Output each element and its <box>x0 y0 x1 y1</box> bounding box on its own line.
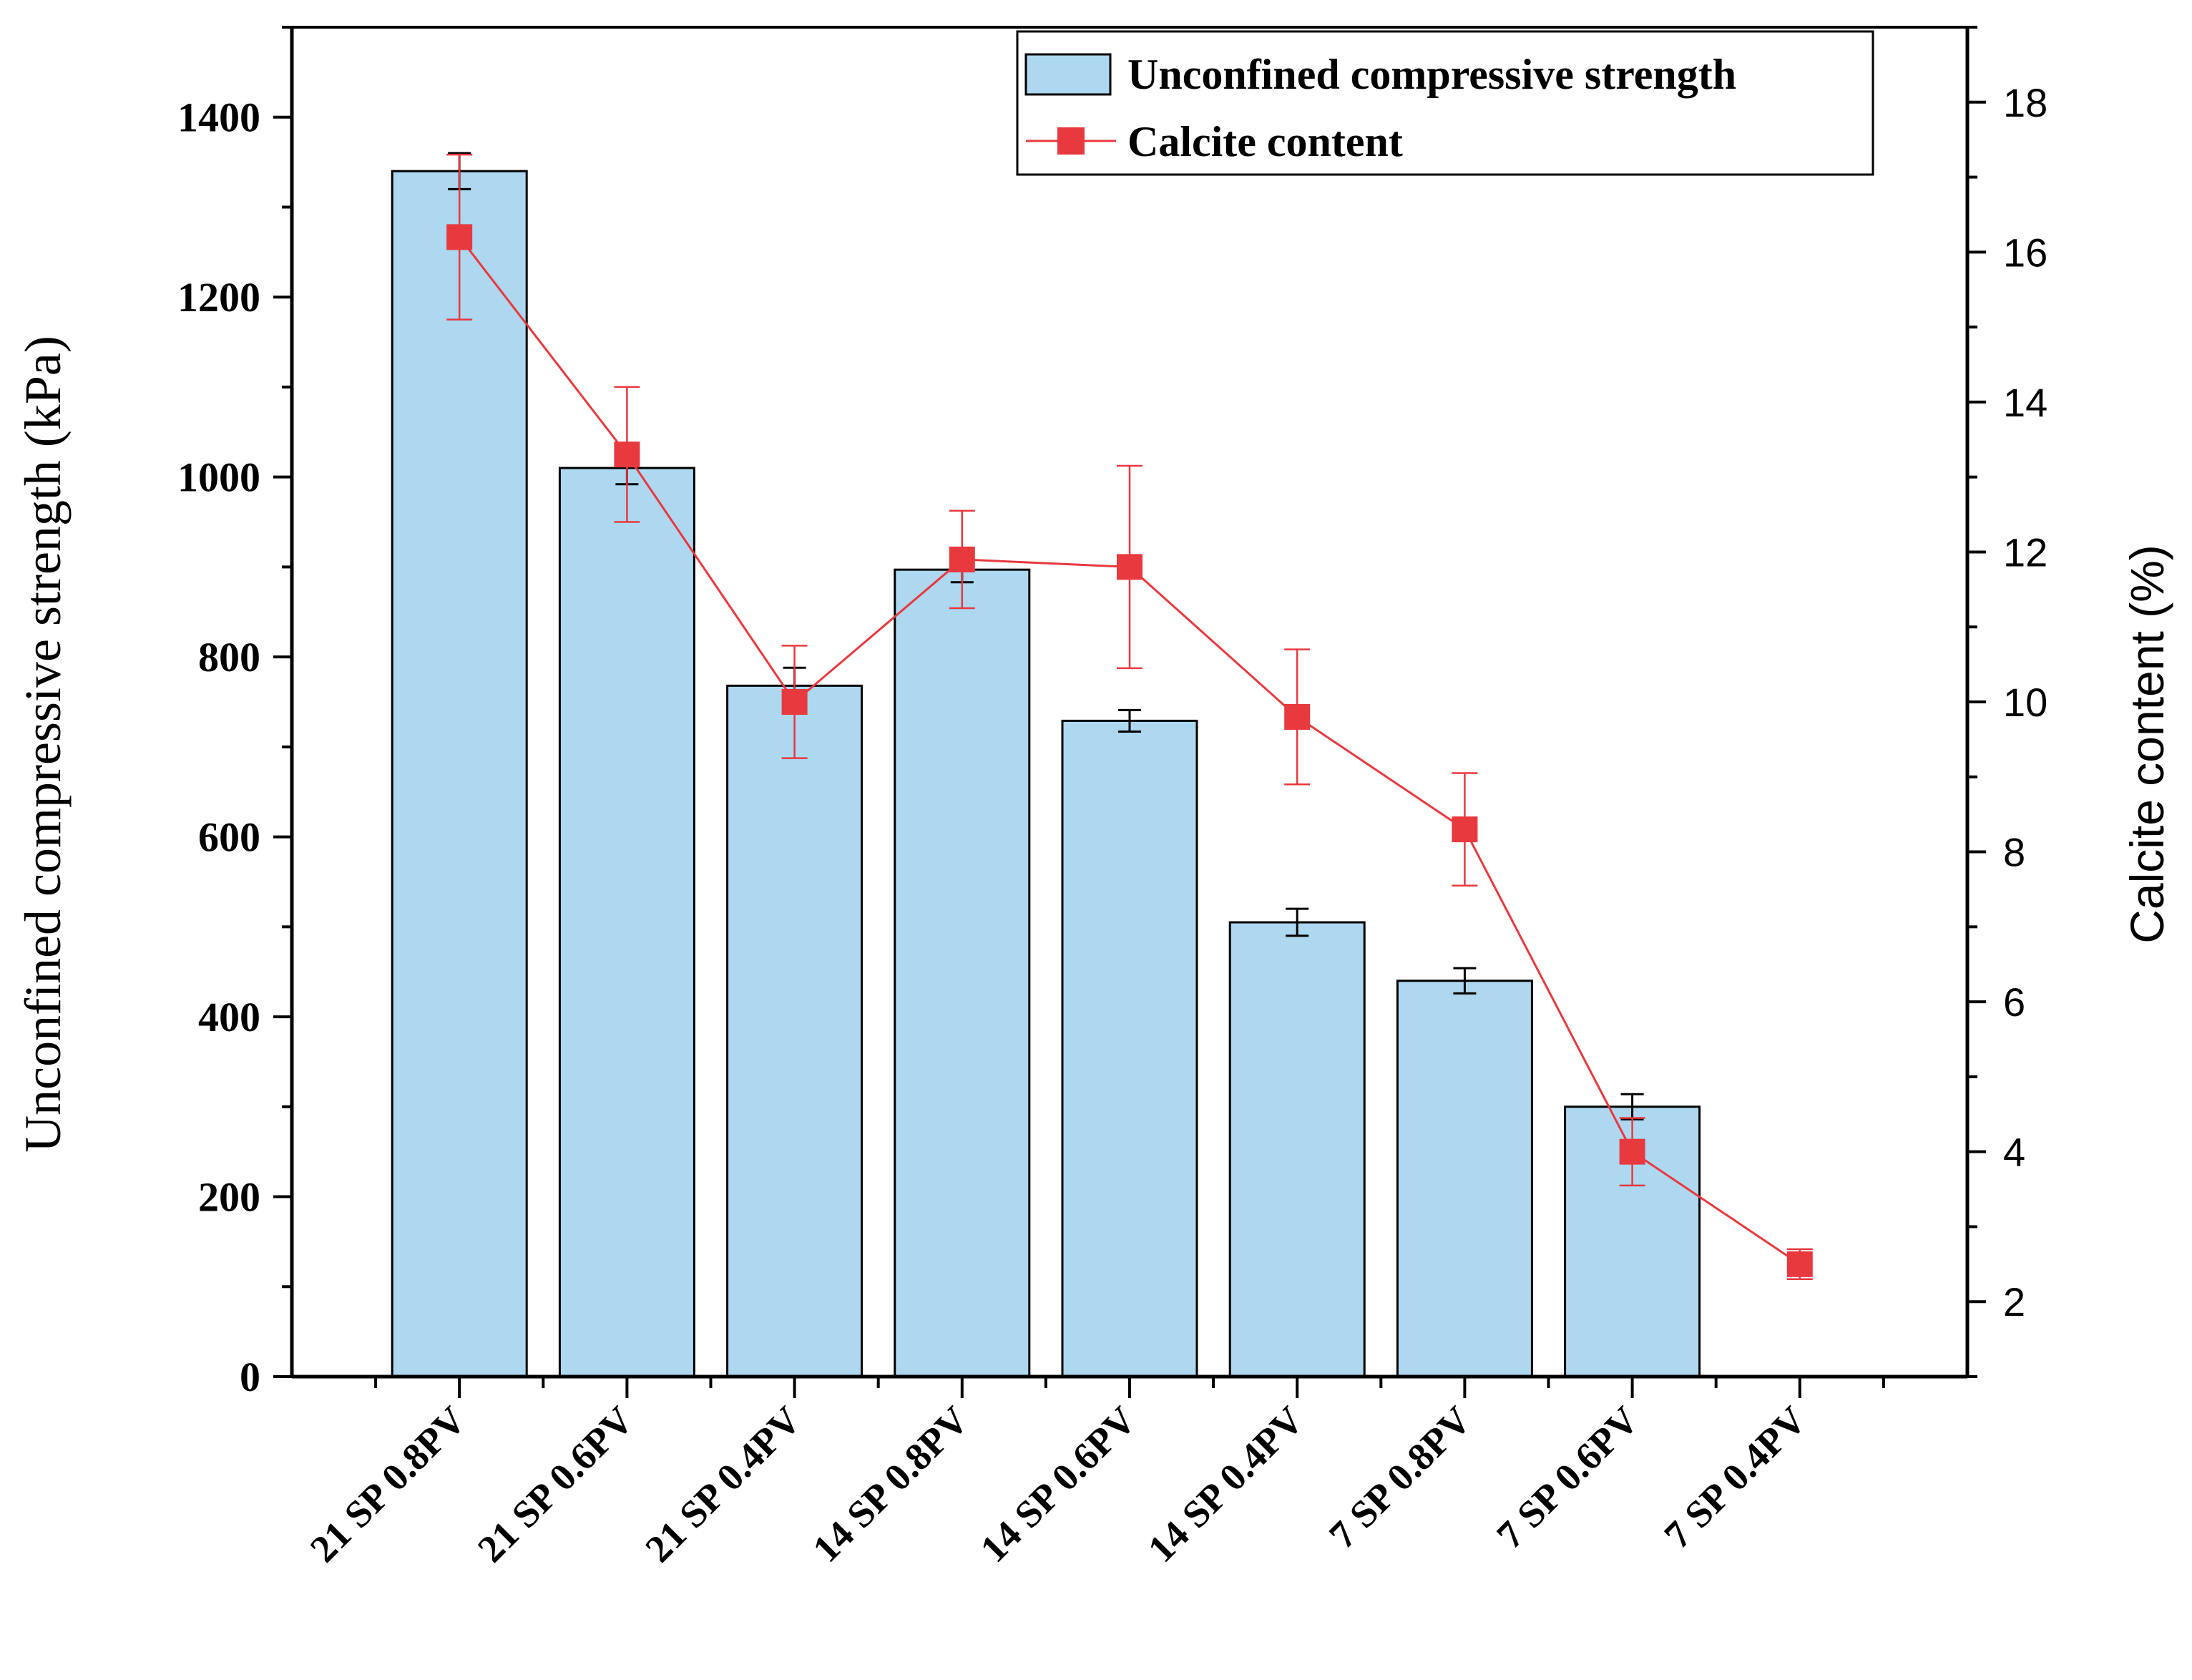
bar-4 <box>894 568 1031 1378</box>
left-tick-label: 1200 <box>177 274 260 321</box>
category-label: 7 SP 0.4PV <box>1656 1398 1815 1557</box>
legend-label-calcite: Calcite content <box>1127 118 1403 165</box>
bar-2 <box>558 467 695 1378</box>
bar-7 <box>1396 980 1533 1378</box>
right-tick-label: 2 <box>2003 1279 2025 1324</box>
right-tick-label: 4 <box>2003 1130 2025 1175</box>
category-label: 21 SP 0.8PV <box>302 1398 474 1571</box>
left-tick-label: 200 <box>198 1174 260 1221</box>
calcite-point-9 <box>1786 1251 1813 1277</box>
left-tick-label: 1400 <box>177 94 260 141</box>
bar-group <box>391 170 1701 1378</box>
calcite-line-group <box>446 153 1813 1281</box>
bar-6 <box>1228 921 1366 1378</box>
left-tick-label: 800 <box>198 634 260 680</box>
category-label: 21 SP 0.4PV <box>637 1398 809 1571</box>
right-tick-label: 6 <box>2003 980 2025 1025</box>
calcite-point-4 <box>949 546 975 572</box>
category-label: 21 SP 0.6PV <box>469 1398 642 1571</box>
calcite-point-1 <box>446 224 473 250</box>
right-tick-label: 12 <box>2003 529 2047 575</box>
legend: Unconfined compressive strength Calcite … <box>1016 30 1874 176</box>
bar-error-6 <box>1286 907 1309 937</box>
legend-marker-swatch <box>1057 127 1085 155</box>
category-label: 7 SP 0.8PV <box>1321 1398 1479 1557</box>
calcite-point-3 <box>781 689 808 715</box>
left-tick-label: 400 <box>198 994 260 1040</box>
category-label: 7 SP 0.6PV <box>1488 1398 1647 1557</box>
right-tick-group: 2 4 6 8 10 12 14 16 18 <box>1967 26 2047 1378</box>
right-tick-label: 16 <box>2003 230 2047 275</box>
bar-5 <box>1061 719 1198 1378</box>
y2-axis-title: Calcite content (%) <box>2120 544 2173 944</box>
calcite-point-2 <box>614 441 640 468</box>
right-tick-label: 8 <box>2003 830 2025 875</box>
bar-error-7 <box>1453 967 1477 995</box>
left-tick-label: 0 <box>240 1354 260 1400</box>
right-tick-label: 18 <box>2003 80 2047 125</box>
legend-box <box>1016 30 1874 176</box>
category-label: 14 SP 0.8PV <box>804 1398 977 1571</box>
right-tick-label: 10 <box>2003 680 2047 725</box>
calcite-point-5 <box>1117 554 1143 580</box>
calcite-point-7 <box>1452 816 1478 843</box>
bar-1 <box>391 170 528 1378</box>
calcite-point-6 <box>1284 703 1311 730</box>
legend-label-strength: Unconfined compressive strength <box>1127 51 1736 98</box>
y-axis-title: Unconfined compressive strength (kPa) <box>14 336 72 1153</box>
calcite-point-8 <box>1619 1138 1645 1165</box>
category-label: 14 SP 0.6PV <box>972 1398 1145 1571</box>
bar-3 <box>726 684 863 1378</box>
right-tick-label: 14 <box>2003 380 2047 425</box>
left-tick-label: 1000 <box>177 454 260 501</box>
bar-error-5 <box>1118 708 1141 733</box>
legend-bar-swatch <box>1024 53 1112 96</box>
category-label: 14 SP 0.4PV <box>1140 1398 1312 1571</box>
left-tick-label: 600 <box>198 814 260 861</box>
left-tick-group: 0 200 400 600 800 1000 1200 1400 <box>177 26 292 1400</box>
